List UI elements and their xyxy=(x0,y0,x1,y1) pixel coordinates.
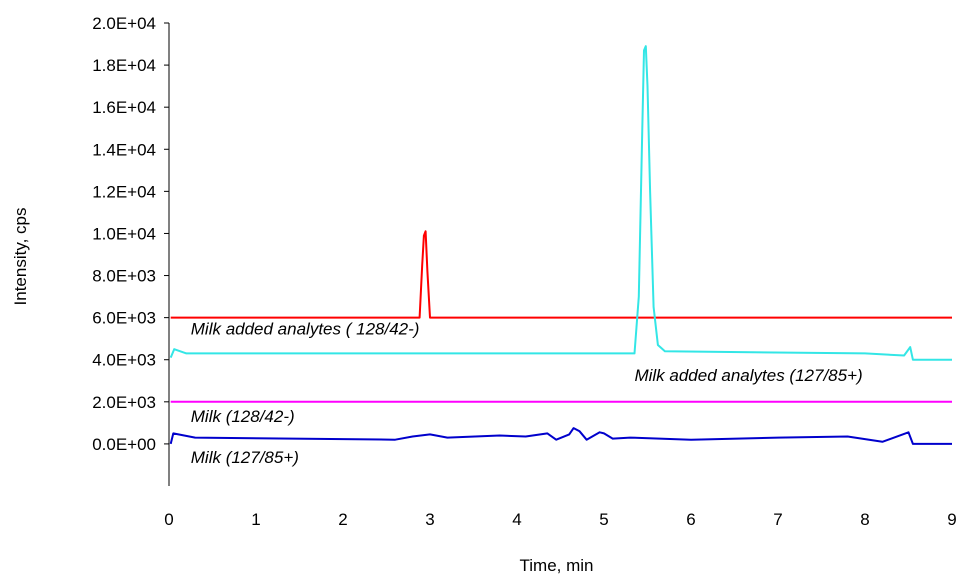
y-axis-title: Intensity, cps xyxy=(11,208,30,306)
y-tick-label: 0.0E+00 xyxy=(92,435,156,454)
x-tick-label: 3 xyxy=(425,510,434,529)
x-tick-label: 6 xyxy=(686,510,695,529)
x-tick-label: 1 xyxy=(251,510,260,529)
y-tick-label: 1.6E+04 xyxy=(92,98,156,117)
series-layer xyxy=(169,45,952,445)
series-annotation: Milk added analytes ( 128/42-) xyxy=(191,319,420,338)
y-tick-label: 2.0E+03 xyxy=(92,393,156,412)
x-tick-label: 5 xyxy=(599,510,608,529)
x-tick-label: 8 xyxy=(860,510,869,529)
y-tick-label: 8.0E+03 xyxy=(92,267,156,286)
y-tick-label: 2.0E+04 xyxy=(92,14,156,33)
series-annotation: Milk added analytes (127/85+) xyxy=(634,366,862,385)
y-tick-label: 6.0E+03 xyxy=(92,309,156,328)
annotation-layer: Milk added analytes ( 128/42-) Milk added… xyxy=(191,319,863,466)
x-tick-label: 9 xyxy=(947,510,956,529)
x-tick-label: 4 xyxy=(512,510,521,529)
y-tick-label: 1.0E+04 xyxy=(92,224,156,243)
y-axis-ticks: 0.0E+00 2.0E+03 4.0E+03 6.0E+03 8.0E+03 1.0E+… xyxy=(92,14,169,454)
y-tick-label: 1.8E+04 xyxy=(92,56,156,75)
series-line-4 xyxy=(169,427,952,445)
y-tick-label: 4.0E+03 xyxy=(92,351,156,370)
series-annotation: Milk (127/85+) xyxy=(191,448,299,467)
series-annotation: Milk (128/42-) xyxy=(191,407,295,426)
y-tick-label: 1.4E+04 xyxy=(92,140,156,159)
x-tick-label: 7 xyxy=(773,510,782,529)
x-tick-label: 2 xyxy=(338,510,347,529)
series-line-1 xyxy=(170,230,952,319)
x-tick-label: 0 xyxy=(164,510,173,529)
series-line-2 xyxy=(169,45,952,361)
y-tick-label: 1.2E+04 xyxy=(92,182,156,201)
x-axis-ticks: 0 1 2 3 4 5 6 7 8 9 xyxy=(164,510,956,529)
x-axis-title: Time, min xyxy=(520,556,594,575)
